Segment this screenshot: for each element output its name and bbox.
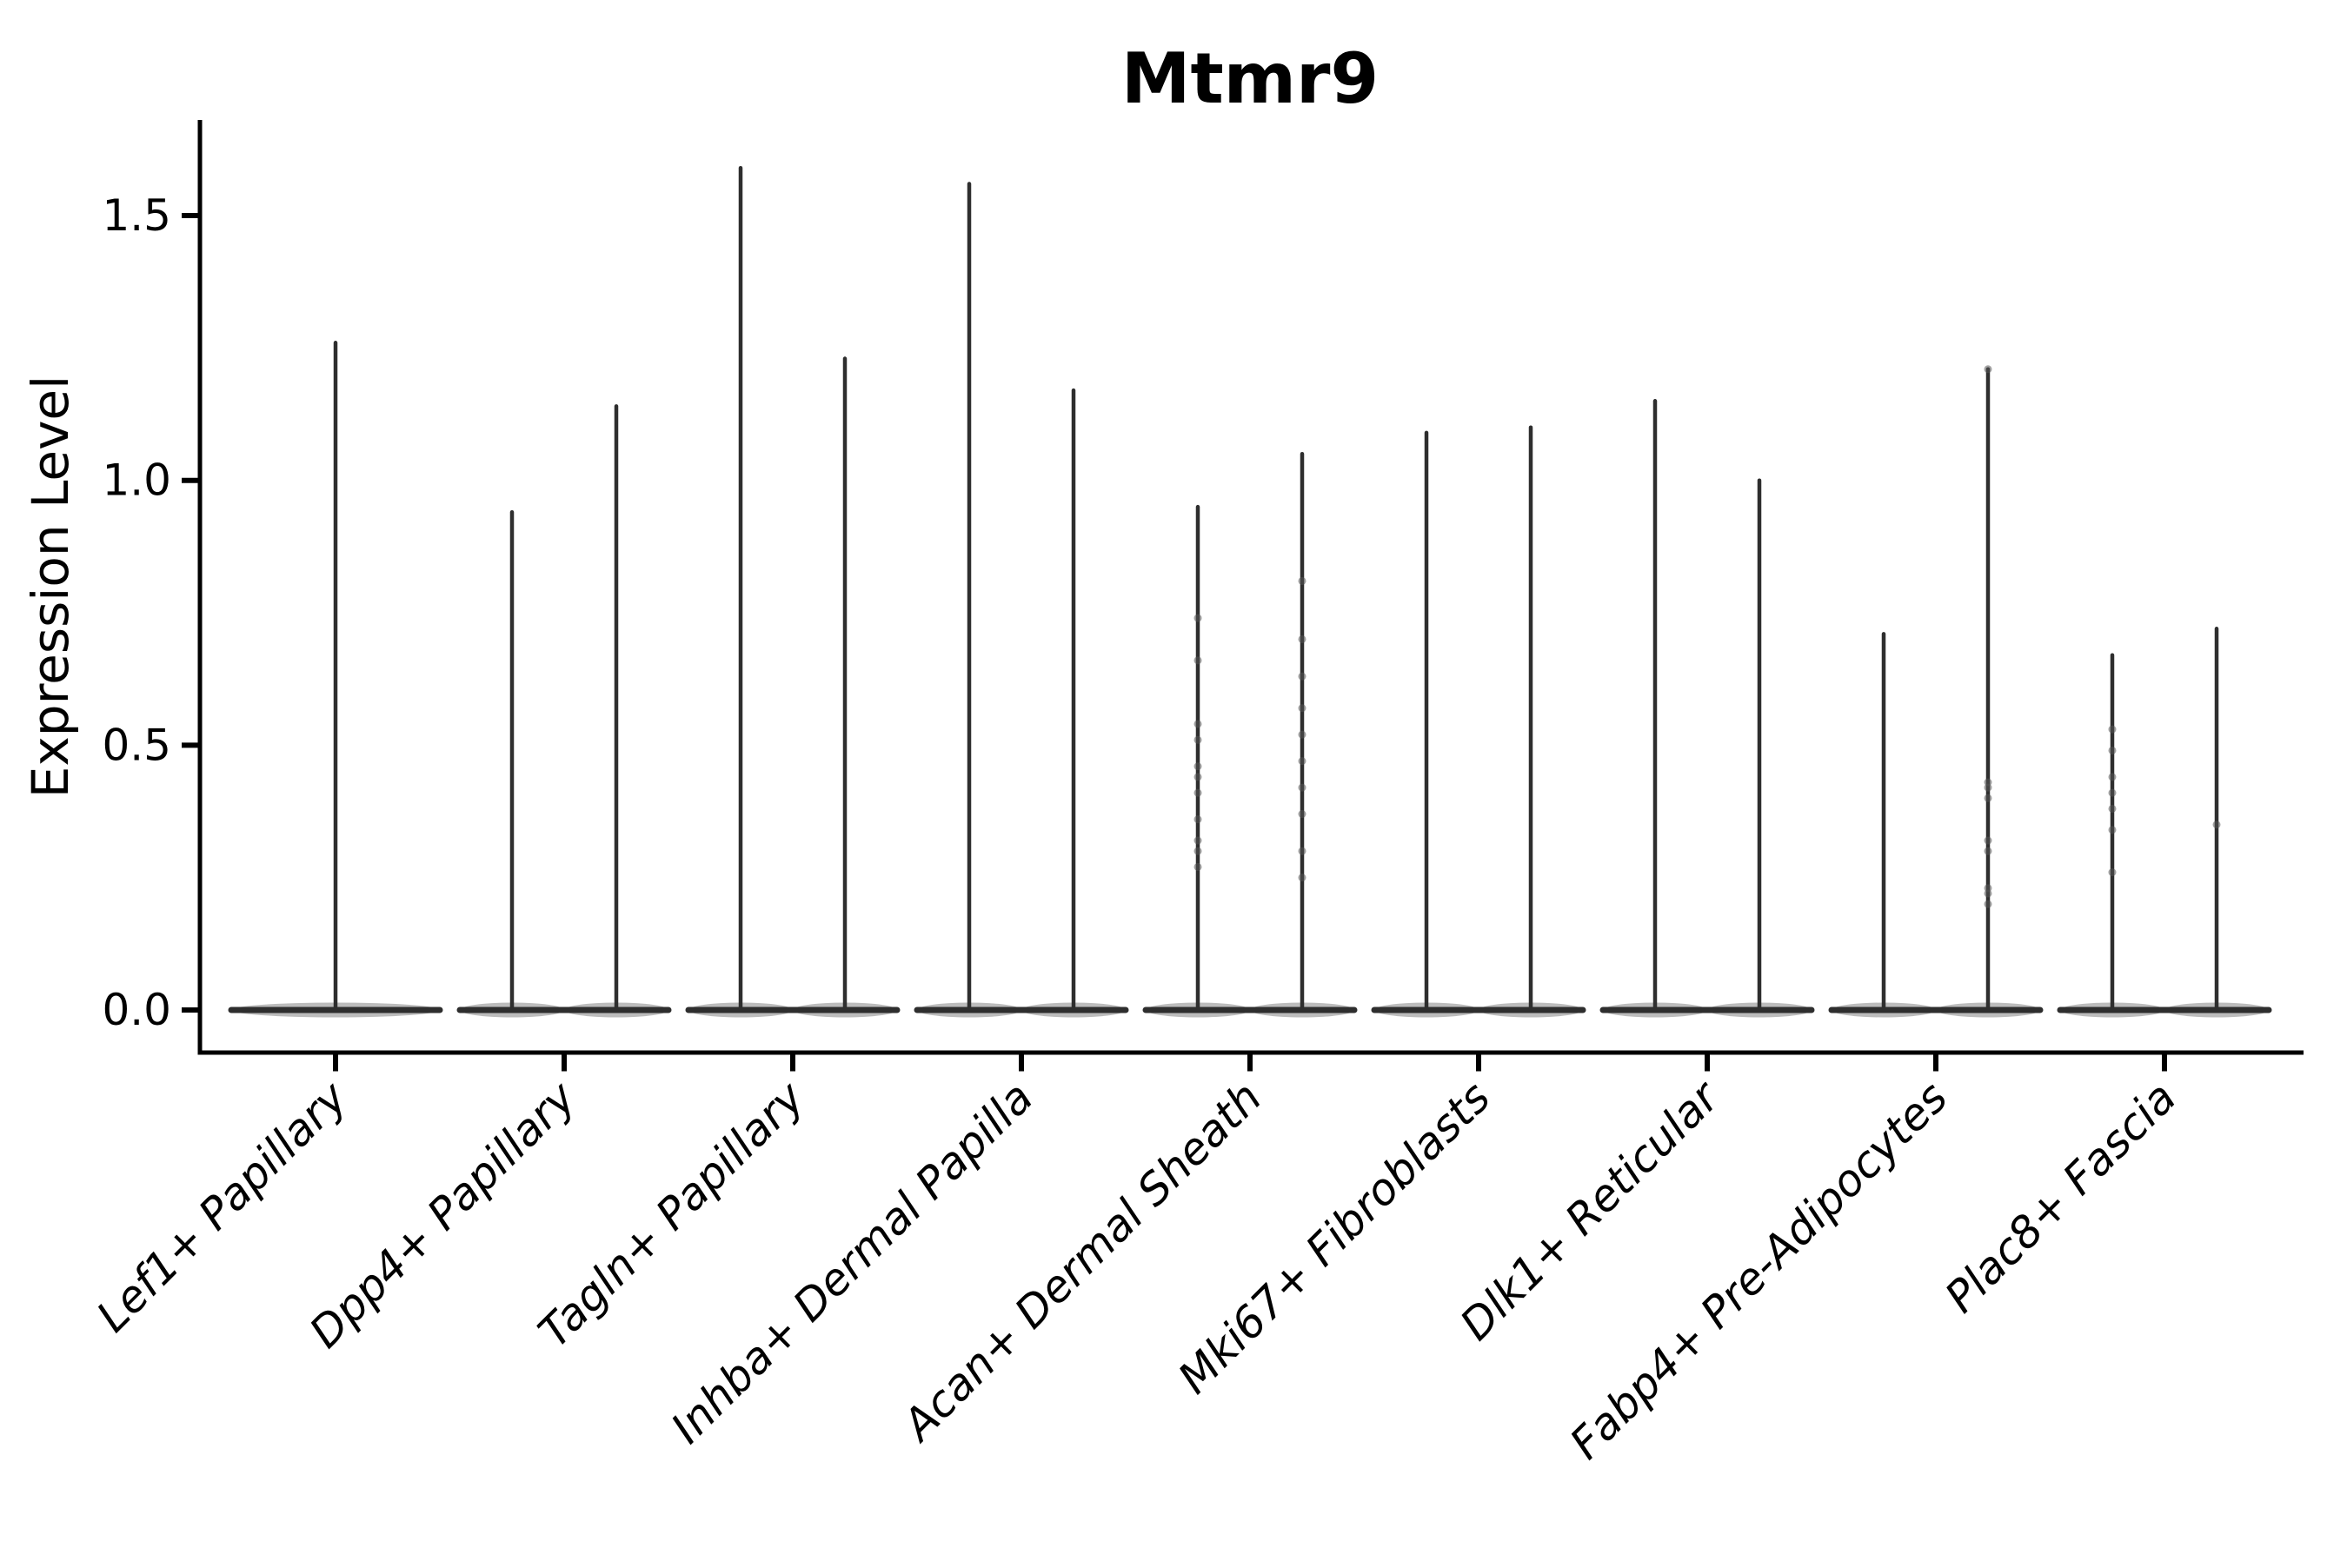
jitter-point xyxy=(1193,862,1202,871)
jitter-point xyxy=(1298,757,1306,766)
x-tick-label: Plac8+ Fascia xyxy=(1936,1072,2186,1322)
jitter-point xyxy=(1984,836,1992,845)
y-tick-label: 0.0 xyxy=(102,985,171,1035)
jitter-point xyxy=(2108,868,2117,877)
x-tick-label: Inhba+ Dermal Papilla xyxy=(662,1072,1042,1452)
jitter-point xyxy=(1984,783,1992,792)
chart-title: Mtmr9 xyxy=(1121,38,1379,119)
jitter-point xyxy=(1298,730,1306,739)
y-tick-label: 0.5 xyxy=(102,720,171,770)
jitter-point xyxy=(1193,836,1202,845)
jitter-point xyxy=(2108,788,2117,797)
jitter-point xyxy=(1298,874,1306,882)
jitter-point xyxy=(1298,810,1306,819)
x-tick-label: Fabp4+ Pre-Adipocytes xyxy=(1560,1072,1958,1469)
jitter-point xyxy=(1984,847,1992,855)
jitter-point xyxy=(2108,826,2117,834)
jitter-point xyxy=(2108,773,2117,781)
jitter-point xyxy=(1984,365,1992,374)
y-tick-label: 1.0 xyxy=(102,455,171,506)
jitter-point xyxy=(2212,821,2221,829)
jitter-point xyxy=(1298,672,1306,681)
x-tick-label: Acan+ Dermal Sheath xyxy=(892,1072,1272,1452)
jitter-point xyxy=(1193,656,1202,665)
jitter-point xyxy=(1984,900,1992,908)
jitter-point xyxy=(1298,576,1306,585)
jitter-point xyxy=(1193,815,1202,824)
jitter-point xyxy=(1193,847,1202,855)
jitter-point xyxy=(2108,725,2117,734)
jitter-point xyxy=(1298,704,1306,713)
jitter-point xyxy=(1193,614,1202,622)
jitter-point xyxy=(1193,762,1202,771)
jitter-point xyxy=(1193,720,1202,728)
jitter-point xyxy=(1984,889,1992,898)
y-tick-label: 1.5 xyxy=(102,190,171,241)
jitter-point xyxy=(2108,804,2117,813)
jitter-point xyxy=(1298,847,1306,855)
jitter-point xyxy=(1984,794,1992,802)
jitter-point xyxy=(1298,635,1306,643)
jitter-point xyxy=(1298,783,1306,792)
jitter-point xyxy=(1193,773,1202,781)
jitter-point xyxy=(2108,746,2117,754)
x-tick-label: Lef1+ Papillary xyxy=(87,1071,357,1341)
jitter-point xyxy=(1193,735,1202,744)
jitter-point xyxy=(1193,788,1202,797)
y-axis-label: Expression Level xyxy=(21,375,80,798)
